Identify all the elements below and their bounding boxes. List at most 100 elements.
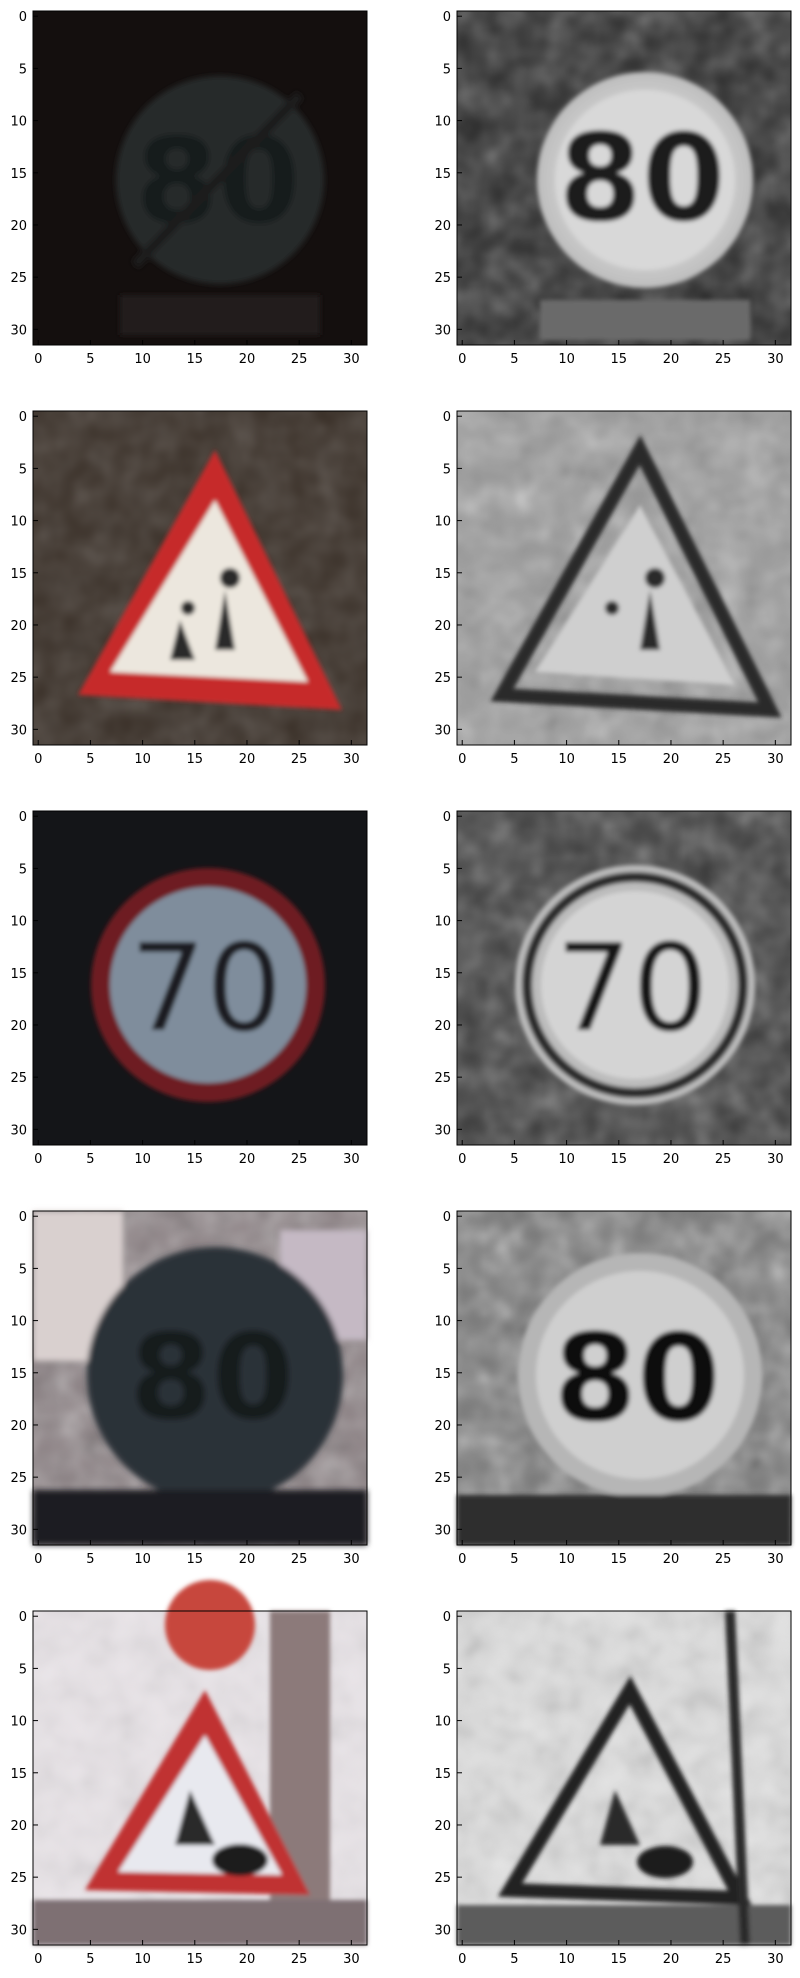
x-tick-label: 30 — [767, 1552, 784, 1567]
x-tick-label: 10 — [134, 1952, 151, 1967]
y-tick-label: 30 — [434, 1123, 451, 1138]
x-tick-label: 15 — [611, 1152, 628, 1167]
y-tick-label: 10 — [434, 115, 451, 130]
panel-row4-gray: 80 — [456, 1210, 792, 1546]
sign-text-80b: 80 — [130, 1308, 294, 1446]
y-tick-label: 15 — [434, 967, 451, 982]
y-tick-label: 25 — [10, 271, 27, 286]
x-tick-label: 5 — [510, 752, 518, 767]
y-tick-label: 25 — [434, 1871, 451, 1886]
x-tick-label: 0 — [34, 1152, 42, 1167]
y-tick-label: 15 — [10, 967, 27, 982]
y-tick-label: 10 — [10, 515, 27, 530]
x-tick-label: 30 — [343, 752, 360, 767]
y-tick-label: 20 — [434, 1819, 451, 1834]
panel-row3-gray: 70 — [456, 810, 792, 1146]
x-tick-label: 20 — [239, 1952, 256, 1967]
y-tick-label: 15 — [434, 1367, 451, 1382]
y-tick-label: 10 — [10, 1715, 27, 1730]
x-tick-label: 5 — [86, 1152, 94, 1167]
x-tick-label: 25 — [291, 1152, 308, 1167]
x-tick-label: 0 — [458, 1152, 466, 1167]
panel-row5-color — [32, 1580, 368, 1946]
x-tick-label: 5 — [86, 1552, 94, 1567]
x-tick-label: 20 — [663, 752, 680, 767]
x-tick-label: 30 — [767, 1952, 784, 1967]
x-tick-label: 5 — [86, 352, 94, 367]
y-tick-label: 5 — [443, 462, 451, 477]
x-tick-label: 5 — [86, 1952, 94, 1967]
x-tick-label: 0 — [458, 752, 466, 767]
x-tick-label: 15 — [611, 752, 628, 767]
x-tick-label: 20 — [663, 1552, 680, 1567]
x-tick-label: 30 — [767, 1152, 784, 1167]
x-tick-label: 20 — [663, 352, 680, 367]
y-tick-label: 5 — [19, 62, 27, 77]
svg-text:80: 80 — [559, 110, 726, 249]
y-tick-label: 20 — [10, 1819, 27, 1834]
y-tick-label: 25 — [434, 271, 451, 286]
x-tick-label: 25 — [715, 1952, 732, 1967]
x-tick-label: 25 — [715, 1552, 732, 1567]
sign-text-70: 70 — [130, 920, 283, 1059]
x-tick-label: 15 — [187, 1952, 204, 1967]
y-tick-label: 10 — [10, 115, 27, 130]
y-tick-label: 15 — [434, 567, 451, 582]
x-tick-label: 10 — [134, 352, 151, 367]
x-tick-label: 0 — [34, 1952, 42, 1967]
y-tick-label: 20 — [10, 1419, 27, 1434]
x-tick-label: 10 — [558, 352, 575, 367]
x-tick-label: 10 — [558, 1952, 575, 1967]
y-tick-label: 30 — [434, 723, 451, 738]
y-tick-label: 5 — [19, 1662, 27, 1677]
y-tick-label: 5 — [443, 862, 451, 877]
x-tick-label: 20 — [239, 1152, 256, 1167]
x-tick-label: 20 — [663, 1152, 680, 1167]
x-tick-label: 15 — [611, 1952, 628, 1967]
y-tick-label: 30 — [10, 723, 27, 738]
y-tick-label: 0 — [443, 1210, 451, 1225]
x-tick-label: 25 — [291, 352, 308, 367]
x-tick-label: 30 — [767, 752, 784, 767]
x-tick-label: 5 — [510, 1952, 518, 1967]
x-tick-label: 10 — [558, 1152, 575, 1167]
x-tick-label: 30 — [343, 352, 360, 367]
x-tick-label: 0 — [458, 352, 466, 367]
panel-row4-color: 80 — [32, 1210, 368, 1546]
x-tick-label: 0 — [458, 1552, 466, 1567]
x-tick-label: 5 — [510, 352, 518, 367]
y-tick-label: 5 — [19, 462, 27, 477]
x-tick-label: 30 — [767, 352, 784, 367]
x-tick-label: 30 — [343, 1152, 360, 1167]
y-tick-label: 10 — [10, 915, 27, 930]
y-tick-label: 10 — [10, 1315, 27, 1330]
y-tick-label: 30 — [10, 1923, 27, 1938]
x-tick-label: 15 — [187, 352, 204, 367]
y-tick-label: 5 — [443, 62, 451, 77]
x-tick-label: 0 — [34, 752, 42, 767]
y-tick-label: 20 — [10, 219, 27, 234]
panel-row1-gray: 80 — [456, 10, 792, 346]
y-tick-label: 0 — [19, 1210, 27, 1225]
y-tick-label: 20 — [434, 1019, 451, 1034]
y-tick-label: 20 — [434, 219, 451, 234]
x-tick-label: 15 — [187, 752, 204, 767]
x-tick-label: 0 — [34, 352, 42, 367]
y-tick-label: 30 — [10, 1523, 27, 1538]
y-tick-label: 25 — [10, 1471, 27, 1486]
x-tick-label: 10 — [134, 1152, 151, 1167]
y-tick-label: 20 — [10, 1019, 27, 1034]
y-tick-label: 15 — [434, 1767, 451, 1782]
y-tick-label: 20 — [434, 619, 451, 634]
x-tick-label: 15 — [187, 1152, 204, 1167]
y-tick-label: 10 — [434, 1715, 451, 1730]
y-tick-label: 30 — [434, 1923, 451, 1938]
y-tick-label: 30 — [10, 1123, 27, 1138]
y-tick-label: 25 — [10, 1071, 27, 1086]
axis-ticks: 0 5 10 15 20 25 30 0 5 10 15 20 25 30 0 5 10 15 20 25 30 0 5 10… — [10, 10, 783, 1967]
x-tick-label: 10 — [558, 752, 575, 767]
y-tick-label: 0 — [443, 10, 451, 25]
x-tick-label: 0 — [458, 1952, 466, 1967]
x-tick-label: 20 — [239, 352, 256, 367]
y-tick-label: 25 — [10, 1871, 27, 1886]
